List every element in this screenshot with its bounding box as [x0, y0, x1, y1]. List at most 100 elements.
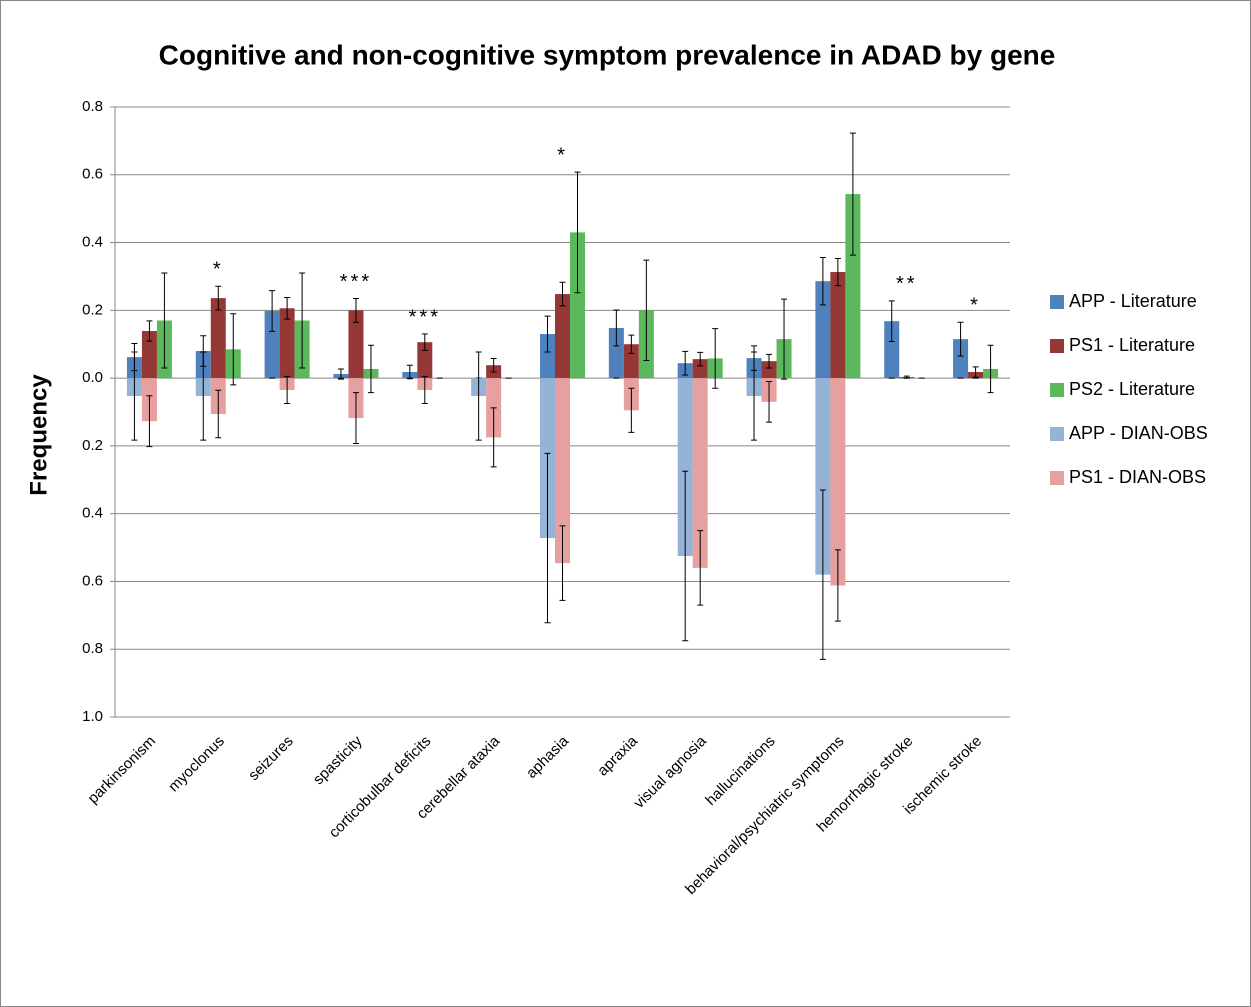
- bar: [555, 294, 570, 379]
- error-bar: [131, 351, 138, 441]
- error-bar: [574, 171, 581, 294]
- error-bar: [146, 320, 153, 342]
- y-axis-label: Frequency: [25, 374, 52, 496]
- y-tick-label: 0.2: [82, 301, 103, 318]
- error-bar: [215, 285, 222, 311]
- bar: [884, 321, 900, 379]
- error-bar: [643, 259, 650, 361]
- y-tick-label: 0.8: [82, 98, 103, 115]
- legend-label: APP - Literature: [1069, 291, 1197, 311]
- error-bar: [849, 132, 856, 256]
- error-bar: [544, 452, 551, 624]
- error-bar: [421, 375, 428, 405]
- error-bar: [490, 407, 497, 468]
- error-bar: [284, 375, 291, 405]
- error-bar: [352, 297, 359, 323]
- y-tick-label: 0.4: [82, 505, 103, 522]
- error-bar: [628, 334, 635, 354]
- y-tick-label: 0.6: [82, 166, 103, 183]
- error-bar: [284, 296, 291, 320]
- error-bar: [819, 256, 826, 306]
- bar: [210, 298, 226, 379]
- error-bar: [406, 364, 413, 380]
- error-bar: [475, 351, 482, 441]
- error-bar: [697, 351, 704, 367]
- error-bar: [352, 392, 359, 445]
- error-bar: [987, 344, 994, 394]
- legend-label: PS2 - Literature: [1069, 379, 1195, 399]
- error-bar: [146, 395, 153, 448]
- bar: [692, 359, 708, 379]
- y-tick-label: 0.2: [82, 437, 103, 454]
- bar: [348, 310, 364, 379]
- error-bar: [299, 272, 306, 369]
- error-bar: [766, 381, 773, 423]
- error-bar: [269, 290, 276, 332]
- legend-label: PS1 - DIAN-OBS: [1069, 467, 1206, 487]
- bar: [953, 339, 969, 379]
- legend-label: PS1 - Literature: [1069, 335, 1195, 355]
- error-bar: [544, 315, 551, 353]
- error-bar: [834, 549, 841, 622]
- error-bar: [230, 313, 237, 386]
- bar: [692, 378, 708, 568]
- legend-swatch: [1050, 383, 1064, 397]
- error-bar: [766, 353, 773, 369]
- error-bar: [421, 333, 428, 351]
- error-bar: [972, 366, 979, 378]
- bar: [677, 378, 693, 557]
- bar: [264, 311, 280, 379]
- legend-swatch: [1050, 471, 1064, 485]
- annotation: **: [896, 273, 918, 295]
- bar: [608, 327, 624, 379]
- error-bar: [367, 344, 374, 394]
- error-bar: [628, 387, 635, 433]
- bar: [830, 272, 846, 379]
- annotation: ***: [340, 271, 372, 293]
- y-tick-label: 0.0: [82, 369, 103, 386]
- y-tick-label: 0.8: [82, 640, 103, 657]
- annotation: ***: [409, 306, 441, 328]
- annotation: *: [213, 259, 224, 281]
- annotation: *: [970, 294, 981, 316]
- bar: [555, 378, 570, 564]
- bar: [761, 361, 777, 379]
- error-bar: [957, 321, 964, 357]
- error-bar: [215, 389, 222, 439]
- bar: [815, 281, 831, 379]
- y-tick-label: 0.4: [82, 234, 103, 251]
- legend-label: APP - DIAN-OBS: [1069, 423, 1208, 443]
- bar: [540, 334, 555, 379]
- bar: [570, 232, 585, 379]
- bar: [279, 308, 295, 379]
- error-bar: [559, 281, 566, 307]
- legend-swatch: [1050, 295, 1064, 309]
- error-bar: [781, 298, 788, 380]
- error-bar: [200, 351, 207, 441]
- error-bar: [712, 328, 719, 389]
- error-bar: [161, 272, 168, 369]
- error-bar: [682, 350, 689, 376]
- chart-title: Cognitive and non-cognitive symptom prev…: [159, 39, 1056, 70]
- error-bar: [697, 530, 704, 606]
- y-tick-label: 0.6: [82, 572, 103, 589]
- bar: [830, 378, 846, 586]
- bar: [623, 344, 639, 379]
- bar: [815, 378, 831, 575]
- error-bar: [682, 470, 689, 642]
- error-bar: [490, 357, 497, 373]
- legend-swatch: [1050, 427, 1064, 441]
- annotation: *: [557, 144, 568, 166]
- error-bar: [613, 309, 620, 347]
- error-bar: [819, 489, 826, 660]
- bar: [845, 194, 861, 379]
- error-bar: [559, 525, 566, 601]
- error-bar: [888, 300, 895, 343]
- error-bar: [834, 257, 841, 287]
- legend-swatch: [1050, 339, 1064, 353]
- error-bar: [751, 351, 758, 441]
- error-bar: [337, 368, 344, 380]
- bar: [141, 331, 157, 379]
